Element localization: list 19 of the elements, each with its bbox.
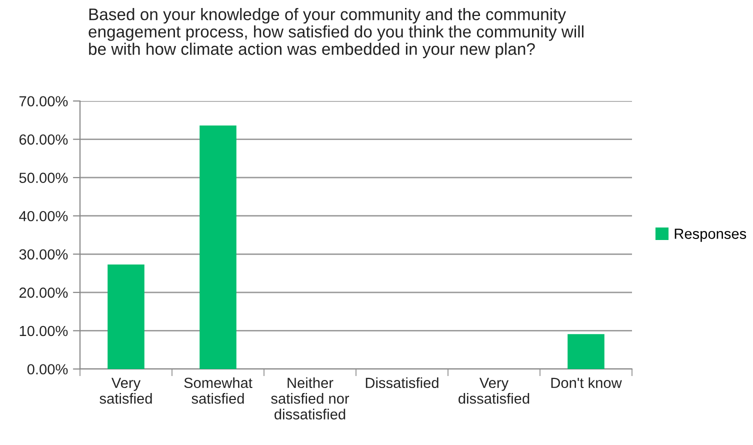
x-tick-label: Dissatisfied bbox=[366, 377, 438, 388]
y-tick-label: 30.00% bbox=[19, 249, 68, 260]
y-tick-label: 40.00% bbox=[19, 210, 68, 222]
y-tick-label: 60.00% bbox=[19, 134, 68, 145]
y-tick-label: 0.00% bbox=[27, 364, 68, 374]
x-tick-label: Neither satisfied nor dissatisfied bbox=[271, 377, 350, 420]
x-tick-label: Very satisfied bbox=[100, 378, 152, 404]
x-tick-label: Somewhat satisfied bbox=[184, 377, 252, 404]
bar bbox=[108, 264, 144, 369]
y-tick-label: 70.00% bbox=[19, 96, 68, 106]
y-tick-label: 50.00% bbox=[19, 172, 68, 183]
chart-title: Based on your knowledge of your community and the community engagement process, how satisfied do you think the community will be with how climate action was embedded in your new plan? bbox=[88, 8, 584, 58]
bar bbox=[200, 126, 236, 369]
bar bbox=[568, 334, 604, 369]
x-tick-label: Don't know bbox=[551, 377, 622, 388]
legend-label: Responses bbox=[674, 228, 746, 242]
y-tick-label: 10.00% bbox=[20, 326, 68, 336]
x-tick-label: Very dissatisfied bbox=[458, 378, 530, 404]
y-tick-label: 20.00% bbox=[19, 288, 68, 298]
